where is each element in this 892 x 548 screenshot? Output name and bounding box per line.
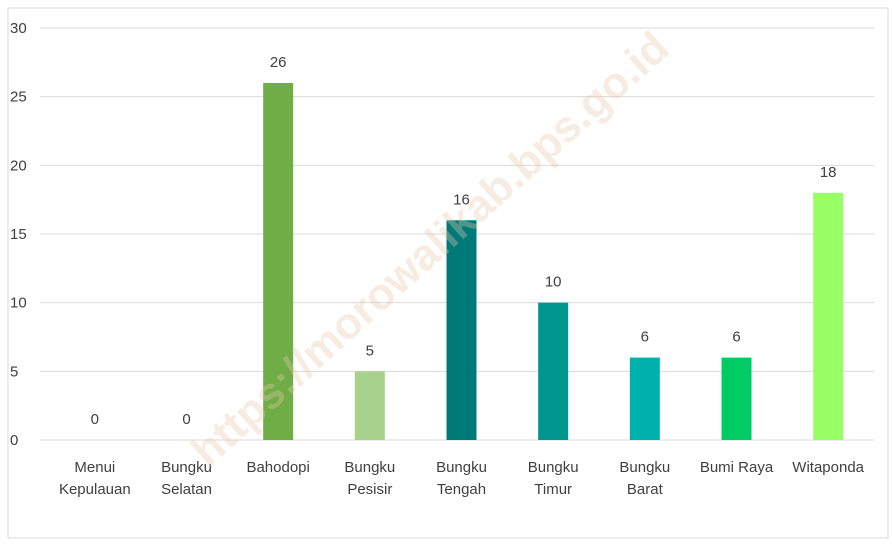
bar <box>538 302 569 440</box>
bar <box>354 371 385 440</box>
bar <box>446 220 477 440</box>
value-label: 0 <box>182 411 190 428</box>
bar <box>721 357 752 440</box>
y-tick-label: 5 <box>10 363 18 380</box>
value-label: 6 <box>641 329 649 346</box>
x-tick-label: Bungku Timur <box>528 459 579 498</box>
value-label: 10 <box>545 274 562 291</box>
x-tick-label: Bungku Selatan <box>161 459 212 498</box>
value-label: 6 <box>732 329 740 346</box>
x-tick-label: Bungku Barat <box>619 459 670 498</box>
value-label: 26 <box>270 54 287 71</box>
y-tick-label: 0 <box>10 432 18 449</box>
x-tick-label: Menui Kepulauan <box>59 459 131 498</box>
x-tick-label: Bungku Tengah <box>436 459 487 498</box>
y-tick-label: 20 <box>10 157 27 174</box>
y-tick-label: 25 <box>10 89 27 106</box>
value-label: 0 <box>91 411 99 428</box>
y-tick-label: 15 <box>10 226 27 243</box>
x-tick-label: Bumi Raya <box>700 459 774 476</box>
y-tick-label: 10 <box>10 295 27 312</box>
bar <box>263 82 294 440</box>
y-tick-label: 30 <box>10 20 27 37</box>
value-label: 5 <box>366 342 374 359</box>
x-tick-label: Witaponda <box>792 459 864 476</box>
x-tick-label: Bahodopi <box>246 459 309 476</box>
bar <box>813 192 844 440</box>
bar <box>629 357 660 440</box>
value-label: 16 <box>453 191 470 208</box>
x-tick-label: Bungku Pesisir <box>344 459 395 498</box>
value-label: 18 <box>820 164 837 181</box>
